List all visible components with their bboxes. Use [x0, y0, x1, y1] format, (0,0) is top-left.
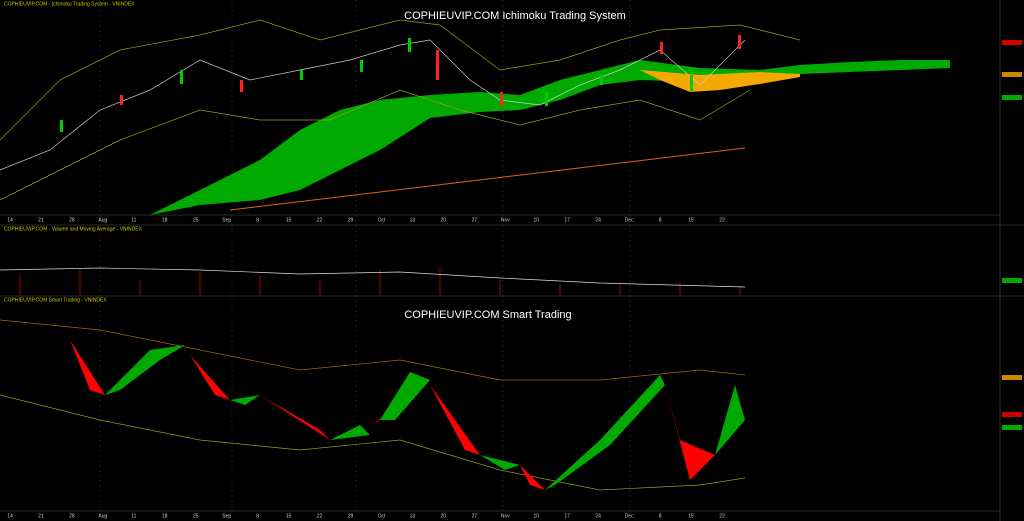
x-axis-label: 17	[564, 217, 570, 223]
x-axis-label: 15	[688, 217, 694, 223]
band-upper	[0, 319, 746, 381]
x-axis-label: 22	[719, 513, 725, 519]
x-axis-label: Dec	[625, 217, 634, 223]
x-axis-label: Oct	[378, 217, 386, 223]
x-axis-label: 15	[688, 513, 694, 519]
x-axis-label: Nov	[501, 513, 510, 519]
x-axis-label: 20	[441, 217, 447, 223]
x-axis-label: 18	[162, 513, 168, 519]
panel-title: COPHIEUVIP.COM Smart Trading	[404, 309, 571, 321]
x-axis-label: Sep	[222, 513, 231, 519]
x-axis-label: 10	[533, 217, 539, 223]
x-axis-label: 28	[69, 217, 75, 223]
ribbon	[70, 340, 745, 490]
x-axis-label: 22	[719, 217, 725, 223]
x-axis-label: 8	[659, 513, 662, 519]
panel-header: COPHIEUVIP.COM - Volume and Moving Avera…	[4, 226, 143, 232]
x-axis-label: 18	[162, 217, 168, 223]
x-axis-label: Oct	[378, 513, 386, 519]
x-axis-label: 14	[7, 513, 13, 519]
x-axis-label: 27	[472, 513, 478, 519]
x-axis-label: Aug	[98, 513, 107, 519]
x-axis-label: 15	[286, 513, 292, 519]
x-axis-label: 11	[131, 513, 136, 519]
trend-line	[229, 147, 746, 211]
x-axis-label: 8	[256, 513, 259, 519]
candles	[60, 35, 741, 132]
x-axis-label: 8	[659, 217, 662, 223]
panel-title: COPHIEUVIP.COM Ichimoku Trading System	[404, 10, 626, 22]
x-axis-label: 17	[564, 513, 570, 519]
x-axis-label: 14	[7, 217, 13, 223]
band-lower	[0, 89, 751, 201]
x-axis-label: 21	[38, 513, 44, 519]
x-axis-label: 13	[410, 513, 416, 519]
kumo-orange	[640, 70, 800, 92]
x-axis-label: 24	[595, 513, 601, 519]
x-axis-label: 13	[410, 217, 416, 223]
x-axis-label: 8	[256, 217, 259, 223]
x-axis-label: 10	[533, 513, 539, 519]
x-axis-label: 28	[69, 513, 75, 519]
x-axis-label: Aug	[98, 217, 107, 223]
x-axis-label: 21	[38, 217, 44, 223]
x-axis-label: Nov	[501, 217, 510, 223]
x-axis-label: 20	[441, 513, 447, 519]
x-axis-label: 15	[286, 217, 292, 223]
kumo-green	[150, 60, 950, 215]
x-axis-label: 27	[472, 217, 478, 223]
band-lower	[0, 394, 746, 491]
x-axis-label: 25	[193, 513, 199, 519]
x-axis-label: 29	[348, 217, 354, 223]
x-axis-label: 22	[317, 513, 323, 519]
panel-header: COPHIEUVIP.COM Smart Trading - VNINDEX	[4, 297, 107, 303]
band-upper	[0, 19, 801, 141]
x-axis-label: Sep	[222, 217, 231, 223]
panel-header: COPHIEUVIP.COM - Ichimoku Trading System…	[4, 1, 135, 7]
x-axis-label: 11	[131, 217, 136, 223]
month-separators	[99, 0, 631, 511]
x-axis-label: 25	[193, 217, 199, 223]
volume-bars	[19, 266, 741, 295]
x-axis-label: 24	[595, 217, 601, 223]
volume-ma	[0, 267, 746, 288]
x-axis-label: 22	[317, 217, 323, 223]
x-axis-label: Dec	[625, 513, 634, 519]
x-axis-label: 29	[348, 513, 354, 519]
right-axis-tags	[1002, 40, 1022, 430]
